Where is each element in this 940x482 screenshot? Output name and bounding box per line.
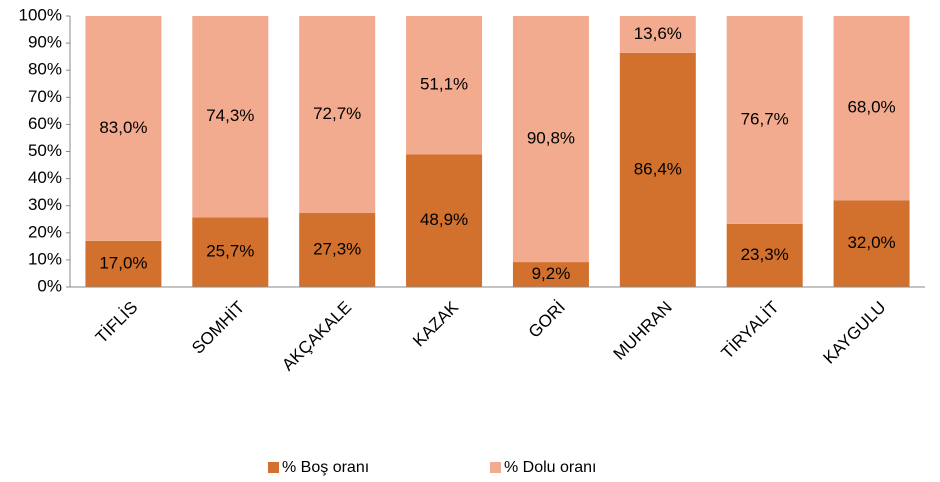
bar-segment xyxy=(299,213,376,287)
y-tick-label: 0% xyxy=(37,276,62,295)
x-tick-label: TİRYALİT xyxy=(718,298,783,363)
x-tick-label: KAZAK xyxy=(409,297,462,350)
bar-segment xyxy=(192,217,269,287)
data-label: 72,7% xyxy=(313,104,361,123)
legend-swatch xyxy=(490,462,501,473)
y-tick-label: 70% xyxy=(28,87,62,106)
bar-segment xyxy=(192,16,269,218)
data-label: 68,0% xyxy=(847,98,895,117)
data-label: 74,3% xyxy=(206,106,254,125)
data-label: 27,3% xyxy=(313,239,361,258)
bar-segment xyxy=(512,262,589,287)
legend-swatch xyxy=(268,462,279,473)
data-label: 90,8% xyxy=(527,129,575,148)
data-label: 76,7% xyxy=(741,109,789,128)
data-label: 9,2% xyxy=(532,264,571,283)
data-label: 83,0% xyxy=(99,118,147,137)
bar-segment xyxy=(85,16,162,241)
legend-label: % Boş oranı xyxy=(282,459,369,476)
x-tick-label: SOMHİT xyxy=(188,298,248,358)
data-label: 17,0% xyxy=(99,253,147,272)
y-tick-label: 80% xyxy=(28,60,62,79)
bar-segment xyxy=(299,16,376,214)
x-tick-label: AKÇAKALE xyxy=(278,298,355,375)
x-tick-label: GORİ xyxy=(525,298,569,342)
y-tick-label: 60% xyxy=(28,114,62,133)
bar-segment xyxy=(833,200,910,287)
y-tick-label: 100% xyxy=(19,5,62,24)
data-label: 13,6% xyxy=(634,24,682,43)
bar-segment xyxy=(406,16,483,155)
y-tick-label: 50% xyxy=(28,141,62,160)
x-tick-label: MUHRAN xyxy=(610,298,676,364)
y-tick-label: 90% xyxy=(28,33,62,52)
data-label: 32,0% xyxy=(847,233,895,252)
bar-segment xyxy=(833,16,910,201)
x-tick-label: TİFLİS xyxy=(92,298,142,348)
y-tick-label: 30% xyxy=(28,195,62,214)
bar-segment xyxy=(406,154,483,287)
bar-segment xyxy=(726,223,803,287)
data-label: 86,4% xyxy=(634,159,682,178)
data-label: 25,7% xyxy=(206,242,254,261)
bar-segment xyxy=(512,16,589,263)
y-tick-label: 20% xyxy=(28,222,62,241)
y-tick-label: 40% xyxy=(28,168,62,187)
bar-segment xyxy=(726,16,803,224)
x-tick-label: KAYGULU xyxy=(820,298,890,368)
bar-segment xyxy=(85,240,162,287)
y-tick-label: 10% xyxy=(28,249,62,268)
data-label: 51,1% xyxy=(420,75,468,94)
bar-segment xyxy=(619,16,696,53)
legend-label: % Dolu oranı xyxy=(504,459,597,476)
bar-segment xyxy=(619,52,696,287)
data-label: 48,9% xyxy=(420,210,468,229)
data-label: 23,3% xyxy=(741,245,789,264)
